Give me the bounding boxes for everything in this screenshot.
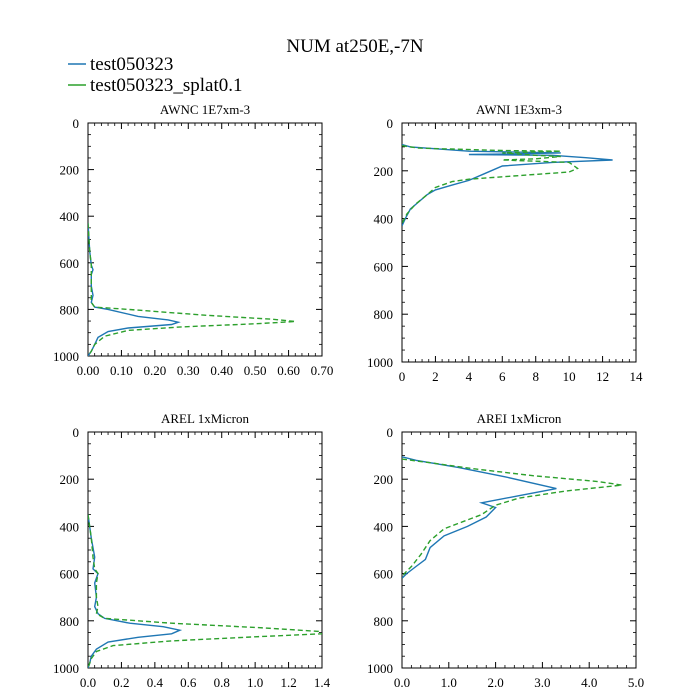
x-tick-label: 1.0 bbox=[247, 675, 263, 690]
y-tick-label: 800 bbox=[60, 302, 80, 317]
y-tick-label: 200 bbox=[374, 472, 394, 487]
x-tick-label: 2.0 bbox=[487, 675, 503, 690]
figure-title: NUM at250E,-7N bbox=[286, 36, 423, 57]
x-tick-label: 5.0 bbox=[628, 675, 644, 690]
y-tick-label: 800 bbox=[374, 307, 394, 322]
x-tick-label: 4 bbox=[466, 369, 473, 384]
x-tick-label: 0.70 bbox=[311, 363, 334, 378]
x-tick-label: 2 bbox=[432, 369, 439, 384]
y-tick-label: 1000 bbox=[53, 661, 79, 676]
x-tick-label: 0.0 bbox=[394, 675, 410, 690]
x-tick-label: 0.00 bbox=[77, 363, 100, 378]
panel-title: AREL 1xMicron bbox=[161, 411, 249, 426]
panel-title: AWNC 1E7xm-3 bbox=[160, 102, 250, 117]
x-tick-label: 10 bbox=[563, 369, 576, 384]
y-tick-label: 600 bbox=[374, 567, 394, 582]
x-tick-label: 0.60 bbox=[277, 363, 300, 378]
x-tick-label: 0.4 bbox=[147, 675, 164, 690]
y-tick-label: 0 bbox=[73, 116, 80, 131]
legend-label-1: test050323 bbox=[90, 54, 173, 75]
y-tick-label: 800 bbox=[60, 614, 80, 629]
panel-3: AREL 1xMicron 0.0 0.2 0.4 0.6 0.8 1.0 1.2 1.4 0 20… bbox=[53, 411, 331, 690]
panel-title: AREI 1xMicron bbox=[477, 411, 562, 426]
plot-frame bbox=[87, 431, 323, 669]
y-tick-label: 0 bbox=[387, 425, 394, 440]
series-line-2 bbox=[402, 145, 579, 224]
x-tick-label: 0.40 bbox=[210, 363, 233, 378]
legend: test050323 test050323_splat0.1 bbox=[68, 54, 243, 96]
y-tick-label: 200 bbox=[60, 472, 80, 487]
panel-4: AREI 1xMicron 0.0 1.0 2.0 3.0 4.0 5.0 0 200 400 60… bbox=[367, 411, 644, 690]
series-line-1 bbox=[402, 143, 613, 227]
x-tick-label: 0.8 bbox=[214, 675, 230, 690]
x-tick-label: 6 bbox=[499, 369, 506, 384]
x-tick-label: 1.4 bbox=[314, 675, 331, 690]
y-tick-label: 1000 bbox=[367, 355, 393, 370]
plot-frame bbox=[87, 122, 323, 357]
plot-frame bbox=[401, 431, 637, 669]
panel-1: AWNC 1E7xm-3 0.00 0.10 0.20 0.30 0.40 0.50 0.60… bbox=[53, 102, 333, 378]
x-tick-label: 14 bbox=[630, 369, 644, 384]
x-tick-label: 0.6 bbox=[180, 675, 197, 690]
panel-title: AWNI 1E3xm-3 bbox=[476, 102, 562, 117]
x-tick-label: 0 bbox=[399, 369, 406, 384]
series-line-2 bbox=[88, 223, 296, 356]
legend-label-2: test050323_splat0.1 bbox=[90, 75, 243, 96]
y-tick-label: 1000 bbox=[53, 349, 79, 364]
x-tick-label: 4.0 bbox=[581, 675, 597, 690]
series-line-1 bbox=[402, 456, 557, 579]
x-tick-label: 3.0 bbox=[534, 675, 550, 690]
x-tick-label: 0.2 bbox=[113, 675, 129, 690]
series-line-1 bbox=[88, 514, 183, 668]
y-tick-label: 800 bbox=[374, 614, 394, 629]
x-tick-label: 0.0 bbox=[80, 675, 96, 690]
y-tick-label: 400 bbox=[60, 209, 80, 224]
y-tick-label: 200 bbox=[60, 163, 80, 178]
series-line-1 bbox=[88, 223, 181, 356]
y-tick-label: 400 bbox=[374, 519, 394, 534]
y-tick-label: 600 bbox=[60, 256, 80, 271]
x-tick-label: 0.50 bbox=[244, 363, 267, 378]
series-line-2 bbox=[402, 458, 623, 579]
y-tick-label: 0 bbox=[387, 116, 394, 131]
x-tick-label: 8 bbox=[532, 369, 539, 384]
x-tick-label: 1.2 bbox=[280, 675, 296, 690]
panel-2: AWNI 1E3xm-3 0 2 4 6 8 10 12 14 0 200 400 600 800 1000 bbox=[367, 102, 643, 384]
x-tick-label: 12 bbox=[596, 369, 609, 384]
x-tick-label: 0.10 bbox=[110, 363, 133, 378]
x-tick-label: 1.0 bbox=[441, 675, 457, 690]
series-line-2 bbox=[88, 514, 322, 668]
x-tick-label: 0.30 bbox=[177, 363, 200, 378]
y-tick-label: 600 bbox=[374, 259, 394, 274]
y-tick-label: 1000 bbox=[367, 661, 393, 676]
y-tick-label: 400 bbox=[60, 519, 80, 534]
y-tick-label: 400 bbox=[374, 212, 394, 227]
y-tick-label: 600 bbox=[60, 567, 80, 582]
y-tick-label: 0 bbox=[73, 425, 80, 440]
y-tick-label: 200 bbox=[374, 164, 394, 179]
x-tick-label: 0.20 bbox=[143, 363, 166, 378]
